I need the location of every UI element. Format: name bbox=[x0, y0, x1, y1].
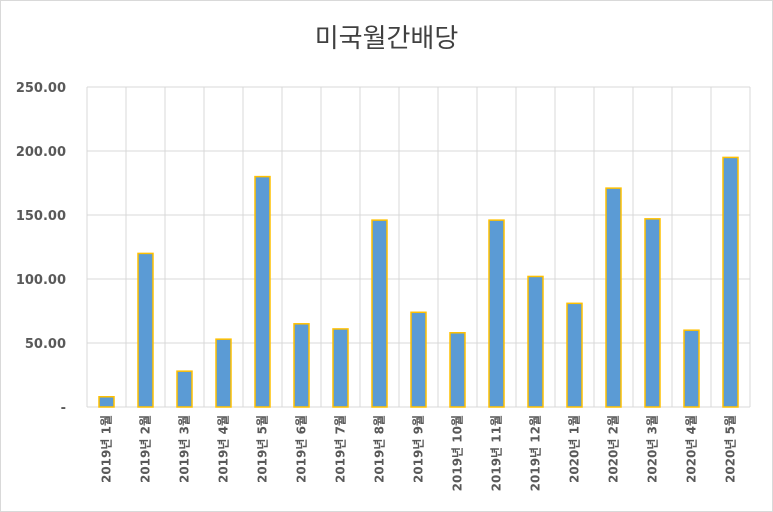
x-tick-label: 2019년 4월 bbox=[216, 415, 231, 483]
y-tick-label: 200.00 bbox=[16, 145, 66, 160]
y-tick-label: 100.00 bbox=[16, 273, 66, 288]
bar bbox=[566, 302, 583, 408]
x-tick-label: 2020년 1월 bbox=[567, 415, 582, 483]
bar bbox=[371, 219, 388, 408]
x-tick-label: 2019년 10월 bbox=[450, 415, 465, 491]
x-tick-label: 2019년 12월 bbox=[528, 415, 543, 491]
bar bbox=[254, 175, 271, 408]
x-tick-label: 2019년 2월 bbox=[138, 415, 153, 483]
bar bbox=[605, 187, 622, 408]
x-tick-label: 2020년 2월 bbox=[606, 415, 621, 483]
bar bbox=[293, 323, 310, 408]
y-tick-label: - bbox=[61, 401, 66, 416]
x-tick-label: 2019년 1월 bbox=[99, 415, 114, 483]
x-tick-label: 2019년 3월 bbox=[177, 415, 192, 483]
bar bbox=[527, 275, 544, 408]
bar bbox=[98, 396, 115, 408]
bar bbox=[683, 329, 700, 408]
x-tick-label: 2019년 11월 bbox=[489, 415, 504, 491]
bar bbox=[644, 218, 661, 408]
bar bbox=[449, 332, 466, 408]
bar bbox=[722, 156, 739, 408]
x-tick-label: 2020년 4월 bbox=[684, 415, 699, 483]
chart-title: 미국월간배당 bbox=[314, 24, 459, 54]
x-tick-label: 2019년 9월 bbox=[411, 415, 426, 483]
bar bbox=[410, 311, 427, 408]
x-tick-label: 2019년 6월 bbox=[294, 415, 309, 483]
x-tick-label: 2020년 3월 bbox=[645, 415, 660, 483]
bar bbox=[332, 328, 349, 408]
x-tick-label: 2019년 7월 bbox=[333, 415, 348, 483]
bar bbox=[137, 252, 154, 408]
bar bbox=[488, 219, 505, 408]
bar bbox=[176, 370, 193, 408]
x-tick-label: 2020년 5월 bbox=[723, 415, 738, 483]
x-tick-label: 2019년 5월 bbox=[255, 415, 270, 483]
y-tick-label: 150.00 bbox=[16, 209, 66, 224]
y-tick-label: 50.00 bbox=[25, 337, 66, 352]
bar bbox=[215, 338, 232, 408]
x-tick-label: 2019년 8월 bbox=[372, 415, 387, 483]
y-tick-label: 250.00 bbox=[16, 81, 66, 96]
